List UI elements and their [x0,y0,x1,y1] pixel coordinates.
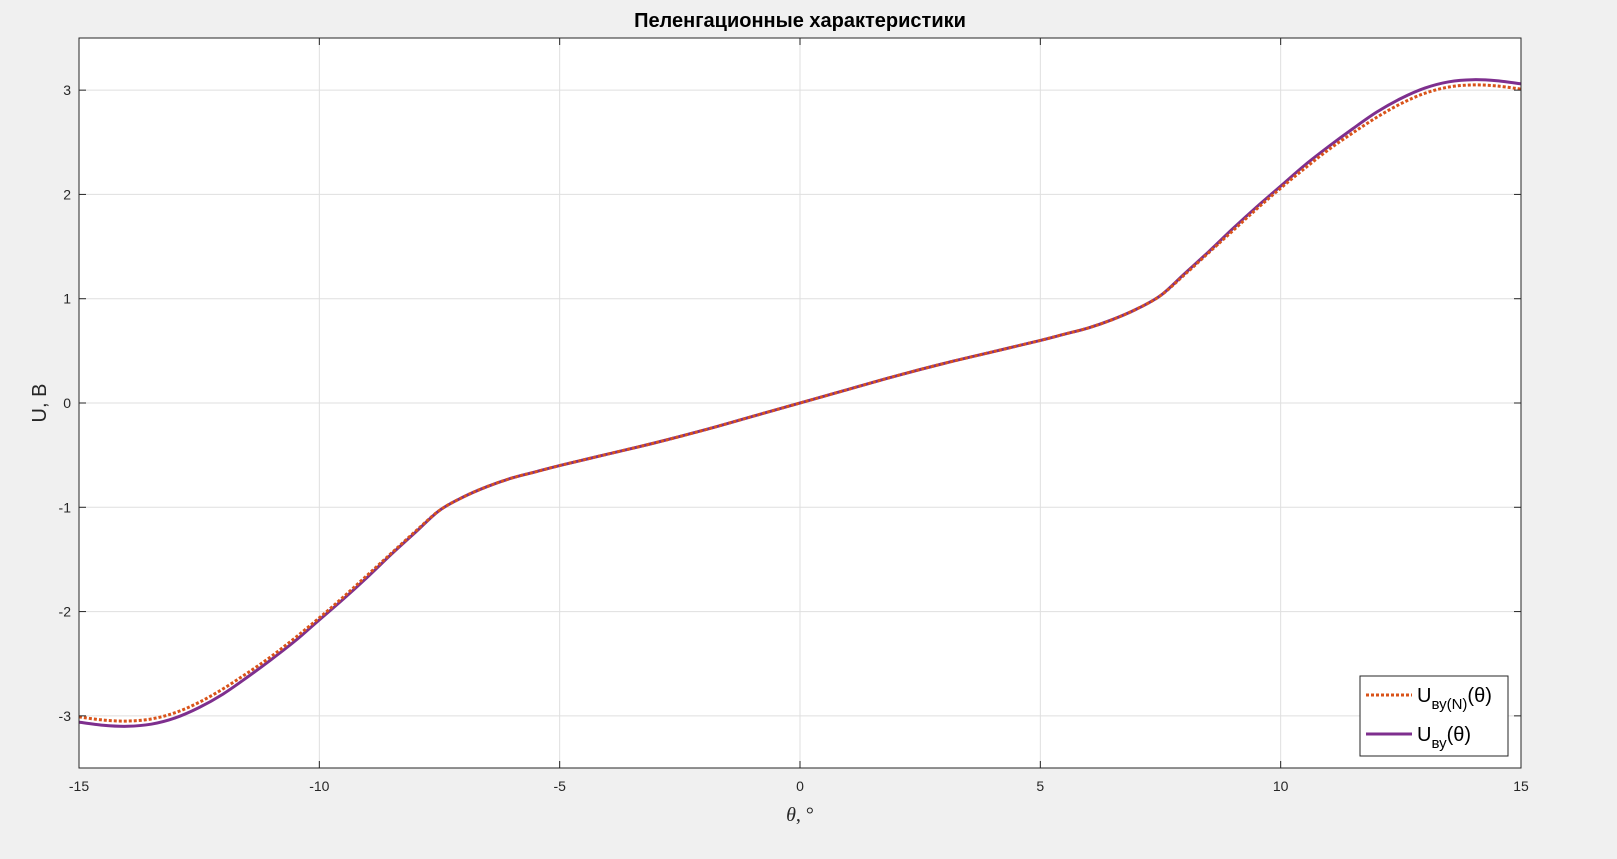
legend-label-series-2: Uву(θ) [1417,724,1471,752]
legend-label-main: U [1417,724,1431,746]
y-tick-label: 0 [63,395,71,411]
x-tick-label: 10 [1273,778,1289,794]
chart-title: Пеленгационные характеристики [634,10,966,32]
y-tick-label: -2 [59,604,72,620]
legend-label-series-1: Uву(N)(θ) [1417,685,1492,713]
x-tick-label: -5 [553,778,566,794]
y-tick-label: 1 [63,291,71,307]
y-tick-label: 3 [63,82,71,98]
legend-label-argument: (θ) [1467,685,1491,707]
legend-label-argument: (θ) [1447,724,1471,746]
x-tick-label: 15 [1513,778,1529,794]
y-tick-label: -3 [59,708,72,724]
y-tick-label: -1 [59,499,72,515]
x-axis-unit: , ° [796,804,814,826]
series-line-2 [78,78,1522,728]
y-tick-label: 2 [63,186,71,202]
x-tick-label: -15 [69,778,89,794]
legend-label-main: U [1417,685,1431,707]
x-axis-symbol: θ [786,804,796,826]
legend-box [1359,675,1509,757]
series-group [78,78,1522,728]
x-tick-label: 0 [796,778,804,794]
x-axis-label: θ, ° [786,804,814,826]
y-axis-label: U, В [29,384,51,423]
series-line-1 [78,83,1522,723]
tick-marks [78,38,1522,768]
legend-label-subscript: ву(N) [1431,696,1467,713]
x-tick-label: -10 [309,778,329,794]
legend: Uву(N)(θ) Uву(θ) [1359,675,1509,757]
legend-label-subscript: ву [1431,735,1447,752]
x-tick-label: 5 [1036,778,1044,794]
